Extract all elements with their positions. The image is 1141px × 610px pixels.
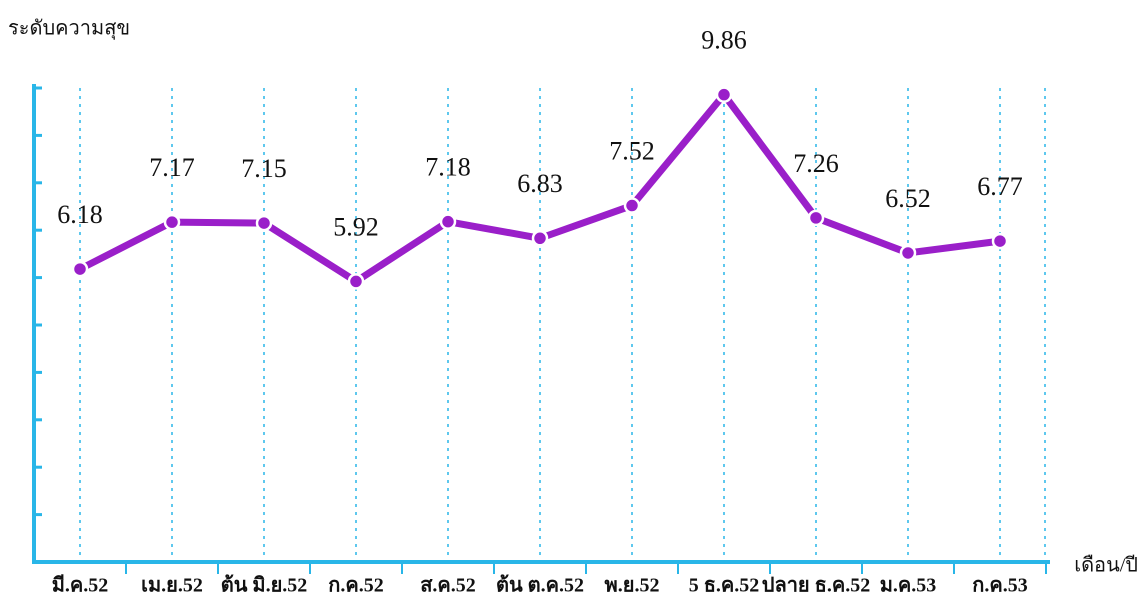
value-label: 6.83 — [517, 169, 563, 198]
x-tick-label: 5 ธ.ค.52 — [689, 575, 760, 597]
point — [441, 215, 455, 229]
x-tick-label: มี.ค.52 — [52, 574, 109, 597]
point — [165, 215, 179, 229]
x-tick-label: ส.ค.52 — [420, 575, 476, 597]
point — [349, 274, 363, 288]
chart: ระดับความสุข เดือน/ปี มี.ค.52 เม.ย.52 ต้น … — [0, 0, 1141, 610]
value-label: 6.77 — [977, 172, 1023, 201]
value-label: 6.52 — [885, 184, 931, 213]
x-tick-label: ต้น มิ.ย.52 — [221, 574, 308, 597]
x-tick-label: ก.ค.53 — [972, 575, 1028, 597]
point — [901, 246, 915, 260]
point — [257, 216, 271, 230]
value-label: 7.17 — [149, 153, 195, 182]
x-tick-label: ปลาย ธ.ค.52 — [762, 575, 871, 597]
point — [533, 231, 547, 245]
value-label: 7.15 — [241, 154, 287, 183]
value-label: 7.52 — [609, 137, 655, 166]
point — [625, 199, 639, 213]
x-tick-label: เม.ย.52 — [141, 575, 203, 597]
value-label: 5.92 — [333, 212, 379, 241]
value-label: 7.18 — [425, 153, 471, 182]
x-tick-label: ม.ค.53 — [880, 575, 937, 597]
point — [993, 234, 1007, 248]
point — [717, 88, 731, 102]
y-axis-label: ระดับความสุข — [8, 18, 130, 41]
value-label: 6.18 — [57, 200, 103, 229]
x-axis-label: เดือน/ปี — [1074, 555, 1138, 577]
x-tick-label: ก.ค.52 — [328, 575, 384, 597]
value-label: 9.86 — [701, 26, 747, 55]
x-tick-label: พ.ย.52 — [605, 575, 660, 597]
point — [809, 211, 823, 225]
x-tick-label: ต้น ต.ค.52 — [496, 574, 584, 597]
point — [73, 262, 87, 276]
value-label: 7.26 — [793, 149, 839, 178]
